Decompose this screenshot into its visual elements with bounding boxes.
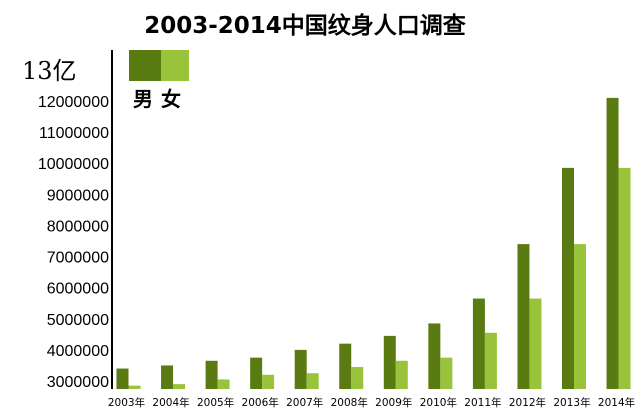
y-tick-label: 11000000 [39,125,109,142]
bar-female [173,384,186,389]
x-tick-label: 2009年 [375,396,412,409]
y-tick-label: 10000000 [38,156,109,173]
y-axis-ticks: 3000000 4000000 5000000 6000000 7000000 80000… [38,94,109,391]
y-tick-label: 4000000 [47,343,109,360]
y-tick-label: 5000000 [47,312,109,329]
x-tick-label: 2013年 [553,396,590,409]
chart-title: 2003-2014中国纹身人口调查 [144,13,466,39]
y-tick-label: 3000000 [47,374,109,391]
x-tick-label: 2006年 [242,396,279,409]
bar-male [472,298,485,389]
x-tick-label: 2014年 [598,396,635,409]
legend-swatch-male [129,50,161,81]
x-tick-label: 2010年 [420,396,457,409]
bar-male [339,343,352,389]
bars [116,97,631,389]
bar-male [383,335,396,389]
bar-female [618,167,631,389]
bar-male [606,97,619,389]
x-tick-label: 2011年 [464,396,501,409]
bar-female [128,385,141,389]
bar-female [395,360,408,389]
bar-female [484,332,497,389]
x-tick-label: 2012年 [509,396,546,409]
bar-male [517,244,530,389]
x-tick-label: 2004年 [152,396,189,409]
bar-female [217,379,230,389]
bar-male [116,368,129,389]
bar-female [574,244,586,389]
x-tick-label: 2007年 [286,396,323,409]
bar-male [250,357,263,389]
unit-label: 13亿 [22,57,77,85]
bar-male [428,323,441,389]
x-tick-label: 2005年 [197,396,234,409]
y-tick-label: 7000000 [47,250,109,267]
bar-female [351,367,364,389]
bar-female [306,373,319,389]
x-axis-labels: 2003年 2004年 2005年 2006年 2007年 2008年 2009年 2010年… [108,396,635,409]
x-tick-label: 2003年 [108,396,145,409]
legend-swatch-female [161,50,189,81]
y-tick-label: 6000000 [47,281,109,298]
bar-female [262,374,275,389]
y-tick-label: 9000000 [47,187,109,204]
bar-male [294,349,307,389]
bar-female [529,298,542,389]
y-tick-label: 8000000 [47,218,109,235]
x-tick-label: 2008年 [331,396,368,409]
y-tick-label: 12000000 [38,94,109,111]
bar-male [161,365,174,389]
bar-male [562,167,574,389]
legend: 男 女 [129,50,193,112]
bar-male [205,360,218,389]
bar-female [440,357,453,389]
legend-label-male: 男 [133,87,153,111]
legend-label-female: 女 [161,87,181,111]
